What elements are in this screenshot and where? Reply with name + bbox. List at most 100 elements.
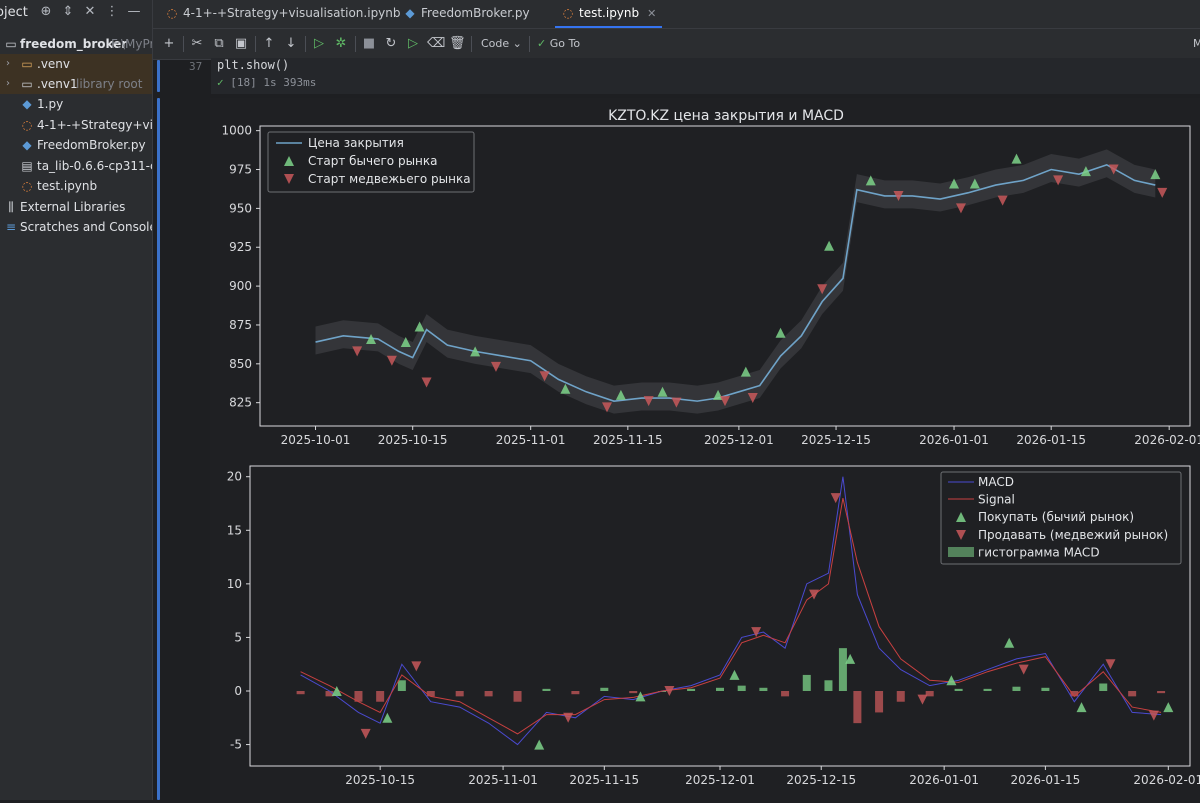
tree-item-freedom-broker[interactable]: ▭ freedom_broker F:\MyPr <box>0 34 152 54</box>
bull-marker <box>775 327 786 338</box>
chevron-right-icon[interactable]: › <box>6 78 10 89</box>
paste-icon[interactable]: ▣ <box>234 36 248 51</box>
x-tick-label: 2025-11-15 <box>593 433 663 447</box>
price-line <box>315 163 1156 402</box>
notebook-file-icon: ◌ <box>21 179 33 193</box>
add-cell-icon[interactable]: + <box>163 36 175 51</box>
histogram-bar <box>1070 691 1079 697</box>
histogram-bar <box>824 680 833 691</box>
tab-strategy-notebook[interactable]: ◌ 4-1+-+Strategy+visualisation.ipynb <box>165 0 401 28</box>
x-tick-label: 2026-01-15 <box>1011 773 1081 787</box>
notebook-file-icon: ◌ <box>562 6 574 20</box>
debug-icon[interactable]: ✲ <box>335 36 347 51</box>
project-panel-header: oject ⊕ ⇕ ✕ ⋮ — <box>0 0 152 26</box>
notebook-file-icon: ◌ <box>166 6 178 20</box>
cell-output-figure: KZTO.KZ цена закрытия и MACD 825 850 875 90… <box>210 98 1200 800</box>
check-icon: ✓ <box>217 76 224 89</box>
histogram-bar <box>737 685 746 691</box>
x-tick-label: 2026-01-01 <box>919 433 989 447</box>
x-tick-label: 2025-12-15 <box>801 433 871 447</box>
scratches-icon: ≡ <box>5 220 17 234</box>
bull-marker <box>414 321 425 332</box>
bull-marker <box>713 389 724 400</box>
delete-icon[interactable]: 🗑 <box>449 36 466 51</box>
archive-file-icon: ▤ <box>21 159 33 173</box>
tree-item-test-notebook[interactable]: ◌ test.ipynb <box>0 176 152 196</box>
histogram-bar <box>484 691 493 697</box>
x-tick-label: 2025-10-01 <box>281 433 351 447</box>
x-tick-label: 2026-02-01 <box>1133 773 1200 787</box>
bear-marker <box>539 371 550 382</box>
move-up-icon[interactable]: ↑ <box>263 36 275 51</box>
bull-marker <box>824 240 835 251</box>
goto-button[interactable]: ✓ Go To <box>537 37 581 50</box>
tree-item-scratches[interactable]: ≡ Scratches and Consoles <box>0 217 152 237</box>
legend-bull-swatch <box>284 156 294 166</box>
move-down-icon[interactable]: ↓ <box>285 36 297 51</box>
tree-item-ta-lib-archive[interactable]: ▤ ta_lib-0.6.6-cp311-cp3 <box>0 156 152 176</box>
bull-marker <box>740 366 751 377</box>
tree-item-strategy-notebook[interactable]: ◌ 4-1+-+Strategy+visua <box>0 115 152 135</box>
tree-item-external-libraries[interactable]: ⫼ External Libraries <box>0 197 152 217</box>
bear-marker <box>955 203 966 214</box>
bull-marker <box>865 175 876 186</box>
tree-item-1-py[interactable]: ◆ 1.py <box>0 94 152 114</box>
x-tick-label: 2025-12-15 <box>786 773 856 787</box>
code-cell[interactable]: plt.show() ✓ [18] 1s 393ms <box>211 58 1200 94</box>
y-tick-label: 825 <box>229 396 252 410</box>
bear-marker <box>817 284 828 295</box>
bull-marker <box>969 178 980 189</box>
legend-label: MACD <box>978 475 1014 489</box>
y-tick-label: 20 <box>227 470 242 484</box>
notebook-file-icon: ◌ <box>21 118 33 132</box>
histogram-bar <box>802 674 811 691</box>
bull-marker <box>470 346 481 357</box>
options-icon[interactable]: ⋮ <box>105 4 119 19</box>
tree-item-freedombroker-py[interactable]: ◆ FreedomBroker.py <box>0 135 152 155</box>
legend-buy-swatch <box>956 512 966 522</box>
cell-type-dropdown[interactable]: Code ⌄ <box>481 37 522 50</box>
toolbar-right-label[interactable]: M <box>1193 37 1200 50</box>
restart-kernel-icon[interactable]: ↻ <box>385 36 397 51</box>
bull-marker <box>1080 166 1091 177</box>
bull-marker <box>366 333 377 344</box>
libraries-icon: ⫼ <box>8 200 14 214</box>
cut-icon[interactable]: ✂ <box>191 36 203 51</box>
tree-item-venv[interactable]: › ▭ .venv <box>0 54 152 74</box>
x-tick-label: 2025-10-15 <box>345 773 415 787</box>
run-cell-icon[interactable]: ▷ <box>314 36 324 51</box>
locate-icon[interactable]: ⊕ <box>40 4 52 19</box>
x-tick-label: 2026-02-01 <box>1134 433 1200 447</box>
x-tick-label: 2025-11-01 <box>468 773 538 787</box>
bear-marker <box>421 377 432 388</box>
histogram-bar <box>925 691 934 697</box>
tree-item-venv1[interactable]: › ▭ .venv1 library root <box>0 74 152 94</box>
chart-title: KZTO.KZ цена закрытия и MACD <box>608 108 844 124</box>
chevron-right-icon[interactable]: › <box>6 58 10 69</box>
sell-marker <box>1105 659 1116 670</box>
tab-freedombroker-py[interactable]: ◆ FreedomBroker.py <box>403 0 529 28</box>
histogram-bar <box>687 688 696 691</box>
collapse-all-icon[interactable]: ✕ <box>84 4 96 19</box>
code-line[interactable]: plt.show() <box>217 58 290 72</box>
expand-collapse-icon[interactable]: ⇕ <box>62 4 74 19</box>
y-tick-label: 925 <box>229 240 252 254</box>
bear-marker <box>386 355 397 366</box>
bear-marker <box>643 396 654 407</box>
x-tick-label: 2025-11-15 <box>569 773 639 787</box>
x-tick-label: 2025-12-01 <box>685 773 755 787</box>
tab-test-notebook[interactable]: ◌ test.ipynb ✕ <box>555 0 663 28</box>
clear-outputs-icon[interactable]: ⌫ <box>427 36 446 51</box>
close-icon[interactable]: ✕ <box>647 7 657 20</box>
run-all-icon[interactable]: ▷ <box>408 36 418 51</box>
copy-icon[interactable]: ⧉ <box>214 36 224 51</box>
output-focus-bar <box>157 458 160 800</box>
project-panel-title[interactable]: oject <box>0 5 28 20</box>
bear-marker <box>602 402 613 413</box>
sell-marker <box>751 627 762 638</box>
legend-box <box>267 131 475 193</box>
legend-histogram-swatch <box>948 547 974 557</box>
buy-marker <box>729 669 740 680</box>
hide-panel-icon[interactable]: — <box>127 4 141 19</box>
stop-icon[interactable]: ■ <box>362 36 376 51</box>
